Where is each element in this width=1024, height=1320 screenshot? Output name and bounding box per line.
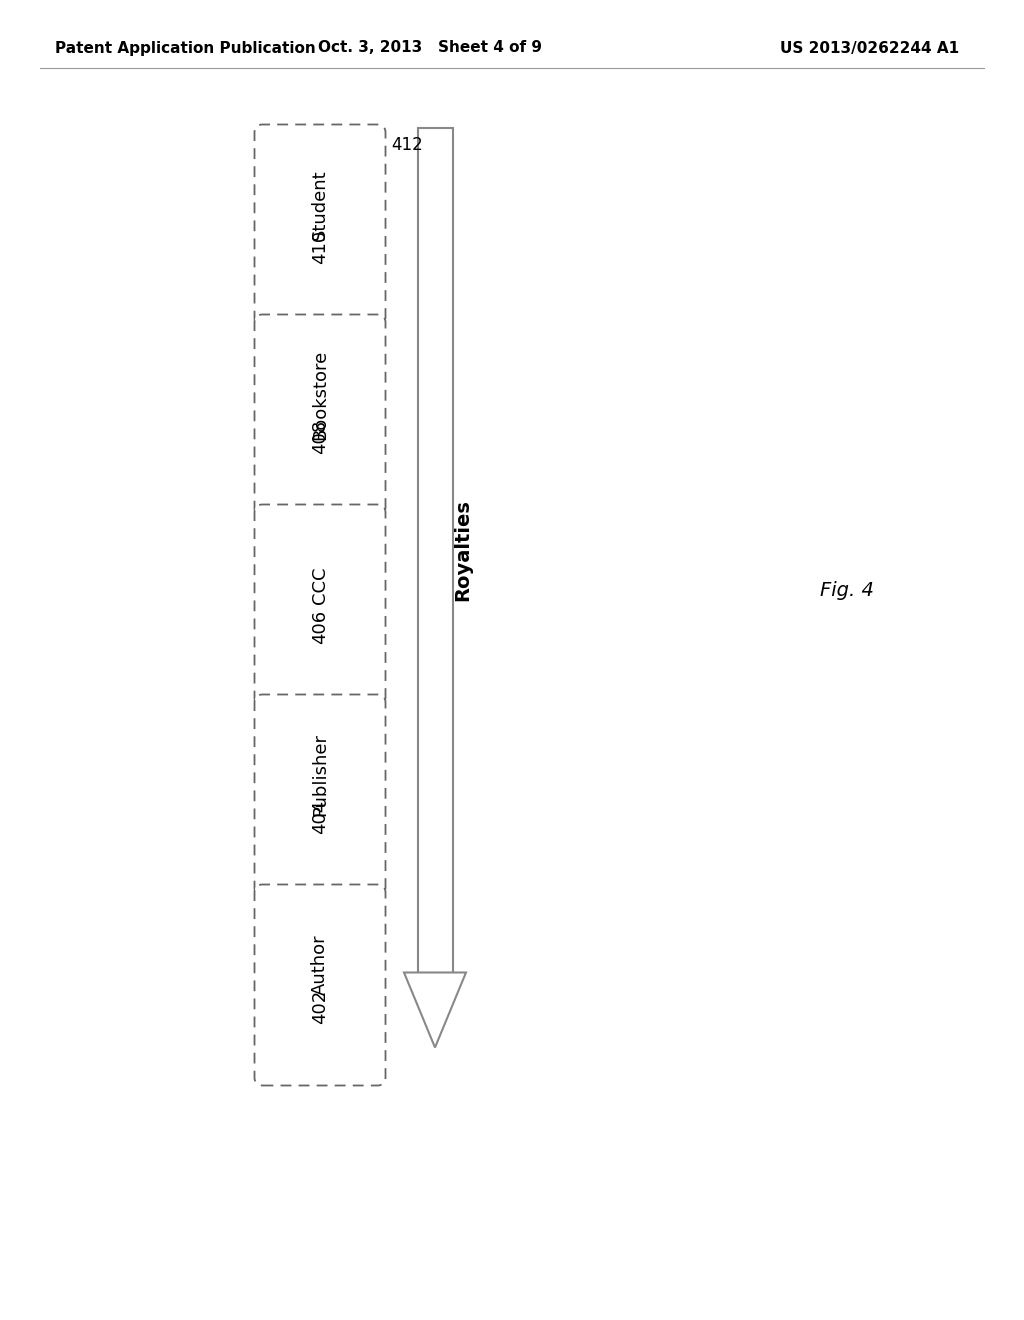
Polygon shape <box>307 888 333 929</box>
Polygon shape <box>296 701 344 739</box>
Text: Bookstore: Bookstore <box>311 350 329 440</box>
FancyBboxPatch shape <box>255 504 385 705</box>
Text: US 2013/0262244 A1: US 2013/0262244 A1 <box>780 41 959 55</box>
FancyBboxPatch shape <box>255 314 385 516</box>
Text: Patent Application Publication: Patent Application Publication <box>55 41 315 55</box>
FancyBboxPatch shape <box>255 694 385 895</box>
Polygon shape <box>418 128 453 973</box>
Text: Author: Author <box>311 935 329 995</box>
Polygon shape <box>404 973 466 1048</box>
Polygon shape <box>307 508 333 549</box>
Polygon shape <box>296 511 344 549</box>
Text: Royalties: Royalties <box>454 499 472 601</box>
FancyBboxPatch shape <box>255 884 385 1085</box>
Polygon shape <box>296 891 344 929</box>
Text: 406: 406 <box>311 610 329 644</box>
FancyBboxPatch shape <box>255 124 385 326</box>
Text: 408: 408 <box>311 420 329 454</box>
Text: 402: 402 <box>311 990 329 1024</box>
Polygon shape <box>307 698 333 739</box>
Polygon shape <box>296 322 344 359</box>
Text: Publisher: Publisher <box>311 734 329 817</box>
Text: 404: 404 <box>311 800 329 834</box>
Text: Oct. 3, 2013   Sheet 4 of 9: Oct. 3, 2013 Sheet 4 of 9 <box>318 41 542 55</box>
Text: 412: 412 <box>391 136 423 154</box>
Text: Fig. 4: Fig. 4 <box>820 581 873 599</box>
Text: CCC: CCC <box>311 566 329 603</box>
Text: 410: 410 <box>311 230 329 264</box>
Polygon shape <box>307 318 333 359</box>
Text: Student: Student <box>311 170 329 240</box>
